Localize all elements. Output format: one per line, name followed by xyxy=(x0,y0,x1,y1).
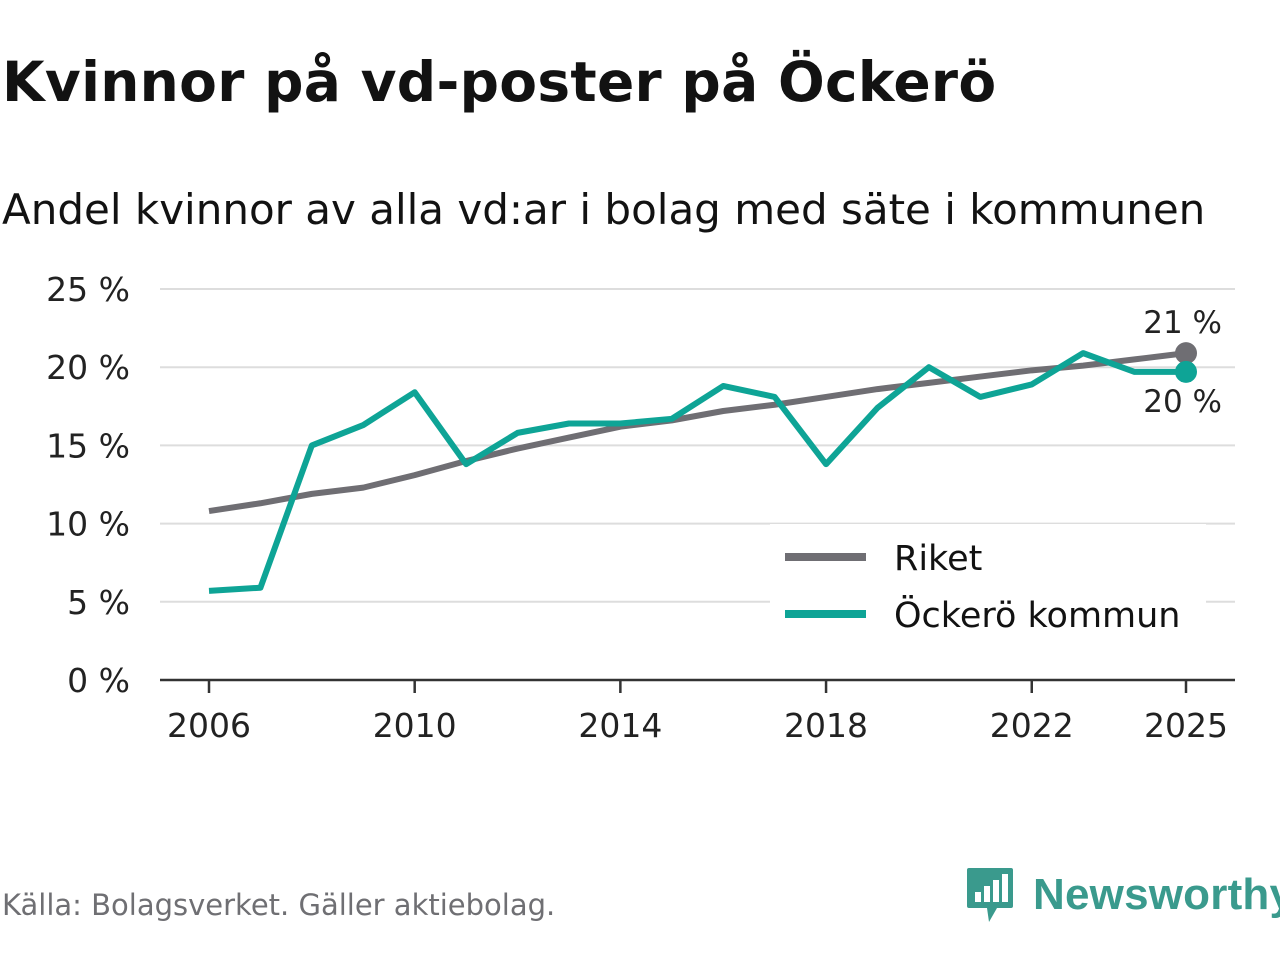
legend: Riket Öckerö kommun xyxy=(770,524,1206,640)
series-end-dot xyxy=(1175,342,1197,365)
y-axis: 0 % 5 % 10 % 15 % 20 % 25 % xyxy=(46,270,130,700)
y-tick-label: 10 % xyxy=(46,505,130,544)
brand-logo[interactable]: Newsworthy xyxy=(965,866,1280,924)
y-tick-label: 15 % xyxy=(46,426,130,465)
source-note: Källa: Bolagsverket. Gäller aktiebolag. xyxy=(2,888,556,922)
x-tick-label: 2014 xyxy=(578,706,662,745)
end-value-label: 20 % xyxy=(1143,384,1222,420)
x-tick-label: 2010 xyxy=(373,706,457,745)
legend-background xyxy=(770,524,1206,640)
chart-title: Kvinnor på vd-poster på Öckerö xyxy=(2,50,997,114)
x-axis: 2006 2010 2014 2018 2022 2025 xyxy=(160,678,1235,745)
end-labels: 21 % 20 % xyxy=(1143,305,1222,420)
series-end-dot xyxy=(1175,360,1197,383)
newsworthy-logo-icon xyxy=(967,868,1013,922)
x-tick-label: 2006 xyxy=(167,706,251,745)
y-tick-label: 25 % xyxy=(46,270,130,309)
legend-label: Riket xyxy=(894,539,982,579)
series-line xyxy=(208,350,1186,594)
y-tick-label: 20 % xyxy=(46,348,130,387)
x-tick-label: 2018 xyxy=(784,706,868,745)
y-tick-label: 0 % xyxy=(67,661,130,700)
brand-name: Newsworthy xyxy=(1033,870,1280,919)
end-value-label: 21 % xyxy=(1143,305,1222,341)
x-tick-label: 2022 xyxy=(990,706,1074,745)
x-tick-label: 2025 xyxy=(1144,706,1228,745)
y-tick-label: 5 % xyxy=(67,583,130,622)
series-lines xyxy=(208,342,1197,594)
legend-label: Öckerö kommun xyxy=(894,594,1181,636)
series-line xyxy=(208,350,1187,515)
chart-subtitle: Andel kvinnor av alla vd:ar i bolag med … xyxy=(2,185,1206,234)
